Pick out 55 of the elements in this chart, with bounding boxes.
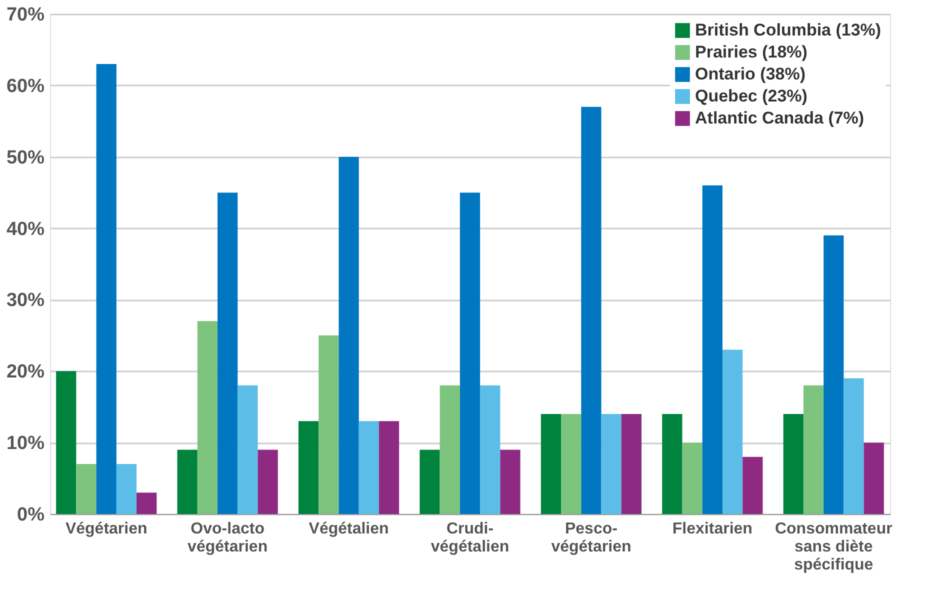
- bar: [177, 450, 198, 514]
- legend-label: British Columbia (13%): [695, 20, 882, 40]
- bar: [500, 450, 520, 514]
- x-tick-label: Flexitarien: [672, 520, 752, 538]
- legend-label: Atlantic Canada (7%): [695, 108, 864, 128]
- y-tick-label: 10%: [6, 433, 45, 454]
- x-tick-label: Crudi- végétalien: [430, 520, 510, 556]
- bar: [480, 385, 500, 514]
- bar: [358, 421, 379, 514]
- x-tick-label: Consommateur sans diète spécifique: [774, 520, 892, 574]
- y-tick-label: 70%: [6, 4, 45, 26]
- bar: [662, 414, 682, 514]
- bar: [783, 414, 804, 514]
- bar: [76, 464, 96, 514]
- bar: [540, 414, 562, 514]
- y-tick-label: 50%: [6, 147, 45, 168]
- x-tick-label: Pesco- végétarien: [551, 520, 632, 556]
- bar: [722, 350, 743, 514]
- bar: [218, 192, 238, 514]
- y-tick-label: 40%: [6, 218, 45, 240]
- bar: [420, 450, 440, 514]
- y-tick-label: 20%: [6, 362, 45, 383]
- legend-label: Ontario (38%): [695, 64, 806, 84]
- bar: [601, 414, 622, 514]
- x-tick-label: Ovo-lacto végétarien: [188, 520, 268, 556]
- bar: [136, 492, 157, 514]
- bar: [682, 442, 702, 514]
- bar: [460, 192, 480, 514]
- y-tick-label: 30%: [6, 290, 45, 312]
- bar: [378, 421, 400, 514]
- bar: [581, 106, 602, 514]
- bar: [116, 464, 137, 514]
- bar: [844, 378, 864, 514]
- bar: [258, 450, 278, 514]
- legend-label: Prairies (18%): [695, 42, 808, 62]
- bar: [318, 335, 339, 514]
- bar: [864, 442, 884, 514]
- x-tick-label: Végétarien: [65, 520, 148, 538]
- bar: [742, 456, 763, 514]
- y-tick-label: 60%: [6, 76, 45, 97]
- bar: [96, 64, 116, 514]
- legend-label: Quebec (23%): [695, 86, 808, 106]
- bar: [621, 414, 642, 514]
- bar: [56, 371, 76, 514]
- bar: [702, 185, 722, 514]
- bar: [338, 156, 359, 514]
- bar: [197, 321, 218, 514]
- bar: [824, 235, 844, 514]
- bar: [238, 385, 258, 514]
- bar: [561, 414, 582, 514]
- bar: [440, 385, 460, 514]
- x-tick-label: Végétalien: [308, 520, 389, 538]
- bar: [803, 385, 824, 514]
- y-tick-label: 0%: [17, 504, 45, 526]
- bar: [298, 421, 319, 514]
